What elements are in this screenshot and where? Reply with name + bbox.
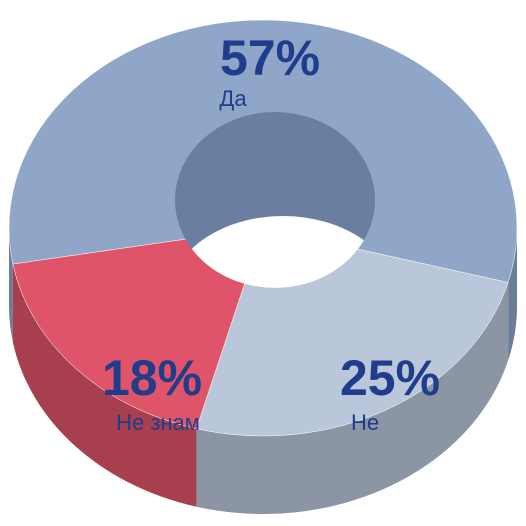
side-wall	[196, 282, 509, 514]
value-label: 25%	[340, 350, 440, 406]
hole-floor	[175, 216, 375, 288]
category-label: Не	[351, 410, 379, 435]
category-label: Не знам	[116, 410, 200, 435]
slice	[12, 227, 264, 430]
side-wall	[12, 264, 197, 507]
side-wall	[508, 228, 517, 361]
value-label: 57%	[220, 30, 320, 86]
value-label: 18%	[102, 350, 202, 406]
category-label: Да	[219, 86, 247, 111]
side-wall	[9, 228, 13, 343]
